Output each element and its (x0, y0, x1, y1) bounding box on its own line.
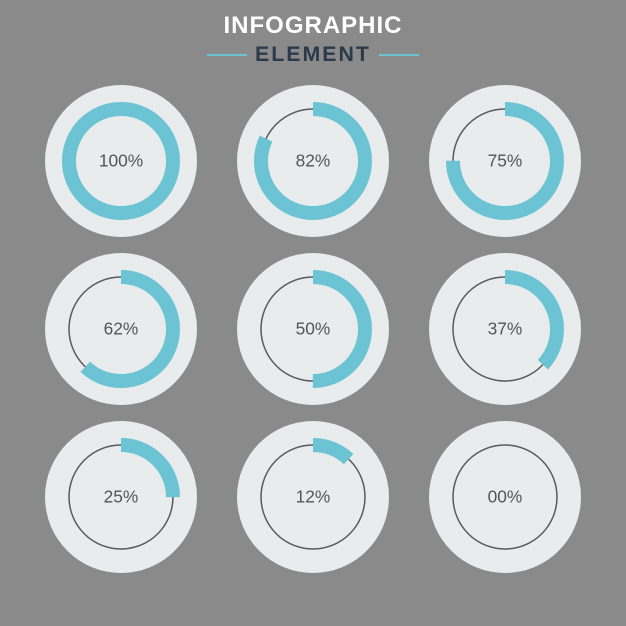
donut-cell: 100% (33, 85, 209, 237)
page-title: INFOGRAPHIC (207, 12, 419, 40)
donut-percent-label: 37% (488, 319, 523, 340)
donut-percent-label: 62% (104, 319, 139, 340)
donut: 100% (45, 85, 197, 237)
donut-cell: 82% (225, 85, 401, 237)
donut: 25% (45, 421, 197, 573)
page-subtitle: ELEMENT (255, 42, 371, 67)
donut-percent-label: 12% (296, 487, 331, 508)
donut-cell: 37% (417, 253, 593, 405)
donut-percent-label: 50% (296, 319, 331, 340)
donut-percent-label: 75% (488, 151, 523, 172)
donut-percent-label: 82% (296, 151, 331, 172)
donut-cell: 12% (225, 421, 401, 573)
donut-cell: 75% (417, 85, 593, 237)
donut-percent-label: 00% (488, 487, 523, 508)
donut: 37% (429, 253, 581, 405)
donut: 62% (45, 253, 197, 405)
donut-grid: 100% 82% 75% 62% 50% 37% 25% 12% 00% (33, 85, 593, 573)
donut: 00% (429, 421, 581, 573)
title-rule-left (207, 54, 247, 56)
donut-cell: 62% (33, 253, 209, 405)
donut: 75% (429, 85, 581, 237)
subtitle-row: ELEMENT (207, 42, 419, 67)
donut: 82% (237, 85, 389, 237)
donut-cell: 00% (417, 421, 593, 573)
title-rule-right (379, 54, 419, 56)
donut-cell: 25% (33, 421, 209, 573)
donut-percent-label: 100% (99, 151, 143, 172)
header: INFOGRAPHIC ELEMENT (207, 12, 419, 67)
donut: 50% (237, 253, 389, 405)
donut: 12% (237, 421, 389, 573)
donut-percent-label: 25% (104, 487, 139, 508)
donut-cell: 50% (225, 253, 401, 405)
